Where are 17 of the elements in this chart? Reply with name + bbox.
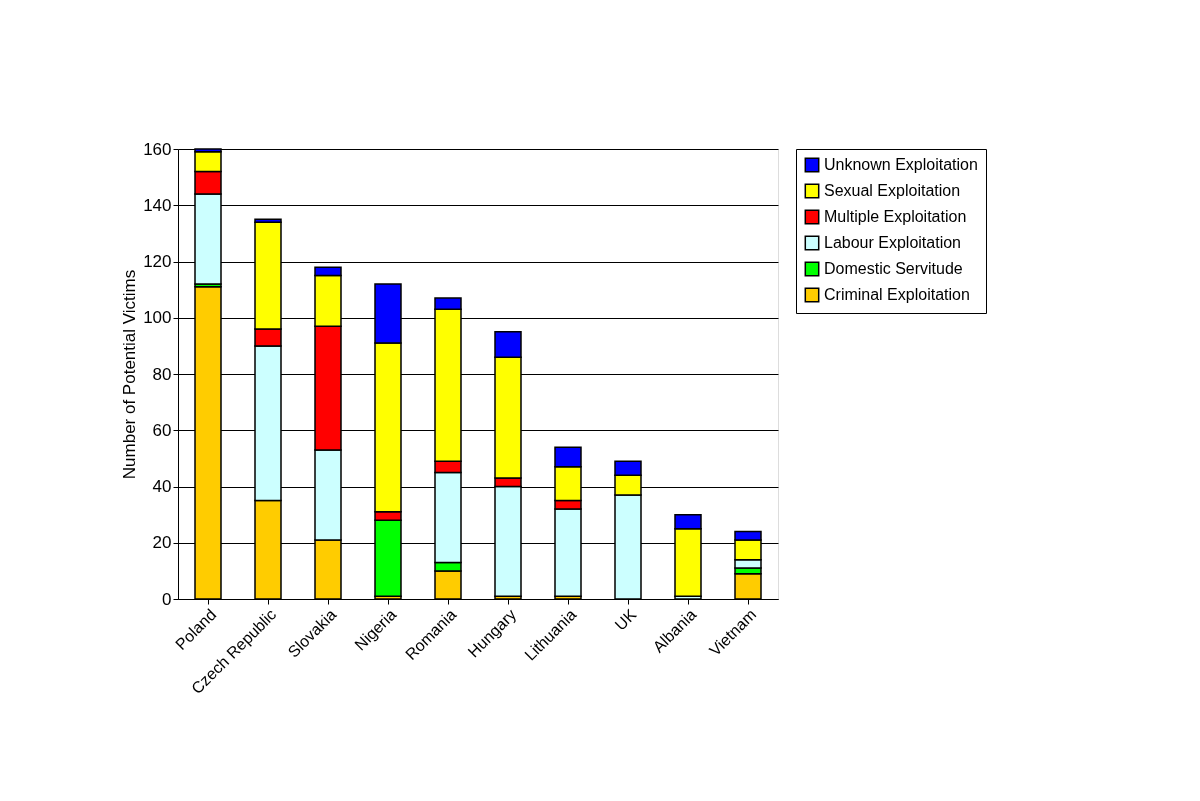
y-tick-label: 60: [152, 420, 172, 440]
y-tick-label: 0: [162, 589, 172, 609]
y-axis-title: Number of Potential Victims: [120, 269, 140, 480]
legend-label: Unknown Exploitation: [824, 156, 978, 173]
y-tick-label: 20: [152, 533, 172, 553]
legend-label: Criminal Exploitation: [824, 286, 970, 303]
y-tick-label: 40: [152, 477, 172, 496]
y-tick-label: 100: [143, 308, 172, 328]
legend-label: Sexual Exploitation: [824, 182, 961, 199]
y-tick-label: 140: [143, 195, 172, 215]
legend-label: Domestic Servitude: [824, 260, 963, 277]
y-tick-label: 160: [143, 139, 172, 159]
x-tick-label: UK: [611, 605, 640, 634]
legend-label: Labour Exploitation: [824, 234, 961, 251]
y-tick-label: 80: [152, 364, 172, 384]
legend-label: Multiple Exploitation: [824, 208, 967, 225]
y-tick-label: 120: [143, 252, 172, 271]
